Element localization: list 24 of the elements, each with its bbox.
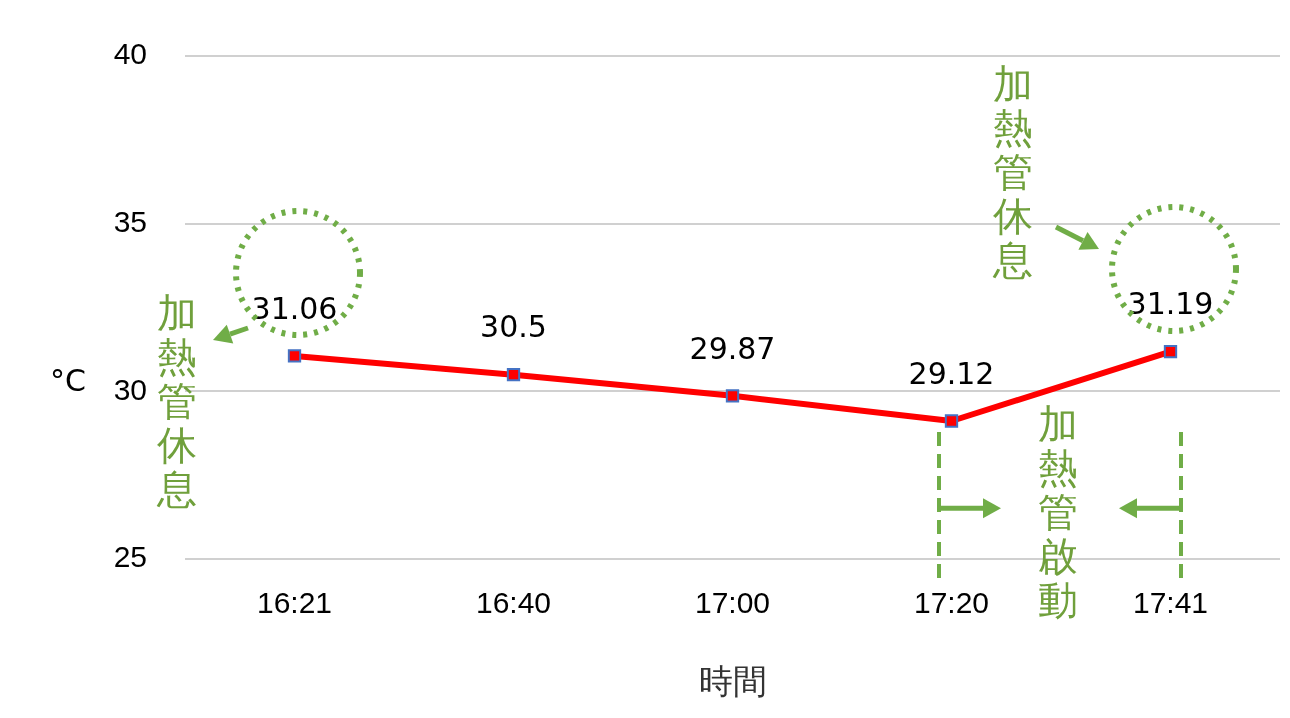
data-label: 29.12 xyxy=(908,355,995,391)
x-tick-label: 16:21 xyxy=(256,586,333,620)
point xyxy=(506,368,521,382)
y-tick-label: 30 xyxy=(113,372,147,406)
y-tick-label: 35 xyxy=(113,205,147,238)
data-label: 31.19 xyxy=(1127,286,1214,322)
annotation: 加熱管休息 xyxy=(155,289,198,512)
annotation: 加熱管休息 xyxy=(991,60,1034,283)
point xyxy=(725,389,740,403)
x-tick-label: 17:00 xyxy=(694,586,771,620)
x-axis-title: 時間 xyxy=(698,661,767,700)
annotation: 加熱管啟動 xyxy=(1036,400,1079,623)
y-axis-title: °C xyxy=(50,362,86,398)
data-label: 31.06 xyxy=(251,290,338,326)
x-tick-label: 17:41 xyxy=(1132,586,1209,620)
point xyxy=(944,414,959,428)
point xyxy=(1163,344,1178,359)
data-label: 30.5 xyxy=(480,309,547,345)
y-tick-label: 40 xyxy=(113,37,147,71)
x-tick-label: 17:20 xyxy=(913,586,990,620)
point xyxy=(287,349,302,363)
y-tick-label: 25 xyxy=(113,540,147,574)
data-label: 29.87 xyxy=(689,330,776,366)
x-tick-label: 16:40 xyxy=(475,586,552,620)
